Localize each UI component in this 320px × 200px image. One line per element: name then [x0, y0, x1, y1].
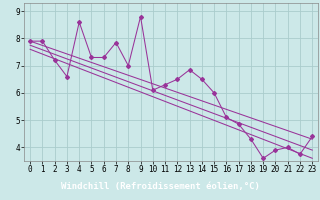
Text: Windchill (Refroidissement éolien,°C): Windchill (Refroidissement éolien,°C): [60, 182, 260, 191]
